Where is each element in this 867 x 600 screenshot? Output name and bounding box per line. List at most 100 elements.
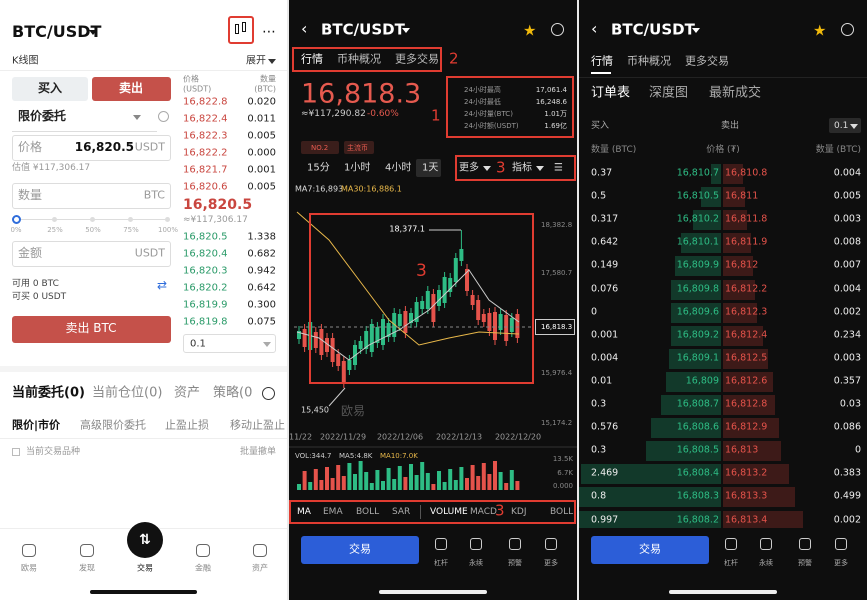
input-field[interactable] [12, 183, 171, 209]
more-intervals[interactable]: 更多 [459, 162, 479, 174]
tool-icon[interactable] [470, 538, 482, 550]
indicator-tab[interactable]: MA [297, 506, 311, 517]
history-icon[interactable] [262, 387, 275, 400]
order-tab[interactable]: 资产 [174, 385, 201, 401]
tool-icon[interactable] [835, 538, 847, 550]
market-tab[interactable]: 更多交易 [395, 52, 439, 66]
pair-title[interactable]: BTC/USDT [12, 21, 102, 41]
tool-icon[interactable] [545, 538, 557, 550]
book-subtab[interactable]: 最新成交 [709, 85, 762, 101]
share-icon[interactable] [551, 23, 564, 36]
sell-tab[interactable] [92, 77, 171, 101]
sell-button[interactable] [12, 316, 171, 343]
settings-icon[interactable]: ☰ [554, 162, 563, 174]
market-tab[interactable]: 币种概况 [627, 54, 671, 68]
nav-label[interactable]: 交易 [137, 563, 153, 573]
bid-price: 16,809.9 [676, 259, 719, 271]
order-tab[interactable]: 当前仓位(0) [92, 385, 163, 401]
nav-icon[interactable] [196, 544, 210, 557]
indicator-tab[interactable]: BOLL [550, 506, 574, 517]
sell-tab-label[interactable]: 卖出 [118, 81, 143, 96]
checkbox[interactable] [12, 448, 20, 456]
input-field[interactable] [12, 241, 171, 267]
depth-value[interactable]: 0.1 [834, 120, 849, 131]
nav-trade-button[interactable] [127, 522, 163, 558]
price-axis-label: 17,580.7 [541, 268, 573, 277]
nav-icon[interactable] [253, 544, 267, 557]
depth-select[interactable] [829, 118, 861, 133]
tool-label[interactable]: 更多 [834, 558, 848, 567]
tool-label[interactable]: 杠杆 [434, 558, 448, 567]
badge-label: 主流币 [347, 143, 368, 152]
depth-value[interactable]: 0.1 [190, 338, 206, 350]
expand-toggle[interactable]: 展开 [246, 55, 266, 67]
indicator-tab[interactable]: VOLUME [430, 506, 468, 517]
ask-price: 16,810.8 [725, 167, 768, 179]
order-type[interactable]: 限价委托 [18, 109, 67, 124]
book-subtab[interactable]: 深度图 [649, 85, 689, 101]
order-tab[interactable]: 当前委托(0) [12, 385, 85, 401]
bid-qty: 0.300 [247, 299, 276, 311]
order-subtab[interactable]: 限价|市价 [12, 418, 61, 432]
indicator-tab[interactable]: BOLL [356, 506, 380, 517]
transfer-icon[interactable]: ⇄ [157, 278, 168, 293]
trade-button[interactable] [301, 536, 419, 564]
interval-tab[interactable]: 1天 [422, 162, 439, 174]
tool-icon[interactable] [725, 538, 737, 550]
market-tab[interactable]: 更多交易 [685, 54, 729, 68]
nav-label[interactable]: 欧易 [21, 563, 37, 573]
indicator-tab[interactable]: MACD [470, 506, 497, 517]
indicator-tab[interactable]: EMA [323, 506, 343, 517]
back-button[interactable]: ‹ [301, 18, 308, 38]
trade-button[interactable] [591, 536, 709, 564]
back-button[interactable]: ‹ [591, 18, 598, 38]
order-subtab[interactable]: 高级限价委托 [80, 418, 146, 432]
depth-select[interactable] [183, 334, 276, 353]
market-tab[interactable]: 行情 [591, 54, 613, 68]
tool-icon[interactable] [760, 538, 772, 550]
trade-button-label[interactable]: 交易 [349, 542, 371, 556]
market-tab[interactable]: 行情 [301, 52, 323, 66]
input-field[interactable] [12, 135, 171, 161]
tool-label[interactable]: 预警 [508, 558, 522, 567]
pair-title[interactable]: BTC/USDT [611, 20, 695, 39]
info-icon [158, 111, 169, 122]
tool-icon[interactable] [509, 538, 521, 550]
candle-body [330, 338, 335, 362]
interval-tab[interactable]: 15分 [307, 162, 330, 174]
cancel-all[interactable]: 批量撤单 [239, 446, 276, 457]
order-subtab[interactable]: 止盈止损 [165, 418, 209, 432]
sell-button-label[interactable]: 卖出 BTC [65, 321, 117, 336]
buy-tab[interactable] [12, 77, 88, 101]
favorite-star[interactable]: ★ [523, 21, 537, 40]
tool-label[interactable]: 预警 [798, 558, 812, 567]
tool-label[interactable]: 永续 [469, 558, 483, 567]
share-icon[interactable] [841, 23, 854, 36]
volume-bar [481, 463, 486, 490]
tool-icon[interactable] [435, 538, 447, 550]
pair-title[interactable]: BTC/USDT [321, 20, 405, 39]
book-subtab[interactable]: 订单表 [591, 85, 631, 101]
interval-tab[interactable]: 1小时 [344, 162, 371, 174]
order-tab[interactable]: 策略(0 [213, 385, 253, 401]
slider-knob[interactable] [12, 215, 21, 224]
indicator-tab[interactable]: KDJ [511, 506, 527, 517]
tool-label[interactable]: 杠杆 [724, 558, 738, 567]
nav-icon[interactable] [22, 544, 36, 557]
last-price-cny: ≈¥117,306.17 [183, 214, 248, 225]
tool-label[interactable]: 永续 [759, 558, 773, 567]
market-tab[interactable]: 币种概况 [337, 52, 381, 66]
nav-icon[interactable] [80, 544, 94, 557]
trade-button-label[interactable]: 交易 [639, 542, 661, 556]
buy-tab-label[interactable]: 买入 [37, 81, 62, 96]
nav-label[interactable]: 资产 [252, 563, 268, 573]
indicator-tab[interactable]: SAR [392, 506, 411, 517]
tool-icon[interactable] [799, 538, 811, 550]
interval-tab[interactable]: 4小时 [385, 162, 412, 174]
nav-label[interactable]: 发现 [79, 563, 95, 573]
order-subtab[interactable]: 移动止盈止 [230, 418, 285, 432]
indicator-menu[interactable]: 指标 [512, 162, 532, 174]
nav-label[interactable]: 金融 [195, 563, 211, 573]
favorite-star[interactable]: ★ [813, 21, 827, 40]
tool-label[interactable]: 更多 [544, 558, 558, 567]
